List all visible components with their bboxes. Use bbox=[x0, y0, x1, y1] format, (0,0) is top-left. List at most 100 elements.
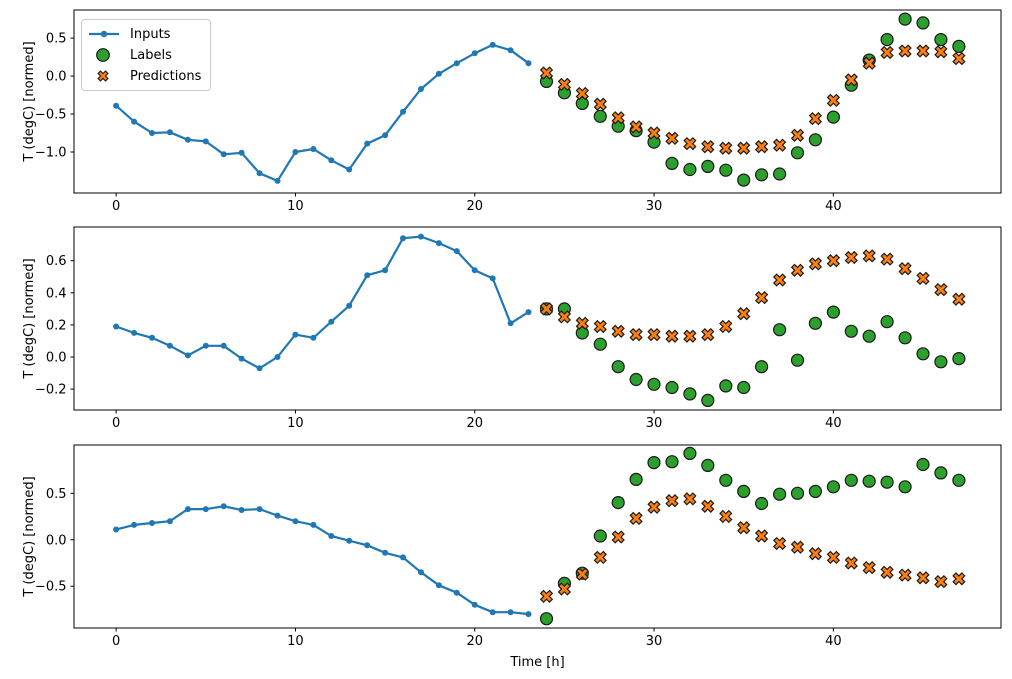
x-tick-label: 40 bbox=[825, 199, 842, 214]
axes-frame bbox=[73, 9, 1002, 194]
y-axis-label: T (degC) [normed] bbox=[22, 41, 37, 162]
predictions-point bbox=[719, 141, 733, 155]
labels-point bbox=[754, 168, 769, 182]
inputs-point bbox=[274, 354, 281, 360]
predictions-point bbox=[611, 324, 625, 338]
labels-point bbox=[593, 109, 607, 123]
inputs-point bbox=[166, 129, 173, 136]
labels-point bbox=[916, 347, 930, 361]
labels-point bbox=[826, 110, 841, 124]
predictions-point bbox=[575, 567, 589, 581]
y-tick-label: −1.0 bbox=[35, 145, 67, 160]
predictions-point bbox=[754, 529, 769, 543]
predictions-point bbox=[934, 574, 948, 589]
predictions-point bbox=[629, 120, 643, 134]
inputs-point bbox=[471, 50, 478, 57]
x-tick-label: 0 bbox=[112, 634, 120, 649]
labels-point bbox=[719, 163, 733, 177]
inputs-point bbox=[274, 177, 281, 184]
inputs-point bbox=[382, 267, 389, 274]
legend-item-predictions: Predictions bbox=[87, 67, 202, 85]
labels-marker-icon bbox=[96, 48, 110, 62]
legend-label-predictions: Predictions bbox=[130, 68, 202, 84]
inputs-point bbox=[471, 601, 478, 608]
labels-point bbox=[826, 305, 841, 319]
predictions-point bbox=[916, 571, 930, 585]
labels-point bbox=[701, 458, 715, 472]
x-tick-label: 0 bbox=[112, 416, 120, 431]
y-tick-label: 0.0 bbox=[46, 533, 67, 548]
labels-point bbox=[683, 387, 697, 401]
inputs-point bbox=[507, 47, 514, 54]
labels-point bbox=[898, 480, 912, 494]
predictions-point bbox=[647, 327, 661, 342]
labels-point bbox=[826, 480, 841, 494]
predictions-point bbox=[629, 327, 643, 342]
inputs-point bbox=[400, 554, 406, 561]
subplot-1: 0 10 20 30 40 0.5 0.0 −0.5 −1.0T (degC) [normed] bbox=[22, 9, 1002, 214]
predictions-point bbox=[593, 319, 607, 334]
inputs-point bbox=[364, 272, 371, 279]
predictions-point bbox=[880, 45, 894, 60]
labels-point bbox=[844, 324, 858, 338]
legend-label-labels: Labels bbox=[130, 47, 172, 63]
predictions-point bbox=[844, 250, 858, 265]
y-tick-label: 0.4 bbox=[46, 286, 67, 301]
predictions-point bbox=[790, 128, 805, 142]
predictions-marker-icon bbox=[97, 70, 109, 82]
inputs-point bbox=[418, 233, 424, 240]
predictions-point bbox=[539, 302, 554, 316]
x-tick-label: 30 bbox=[646, 416, 663, 431]
predictions-point bbox=[808, 547, 823, 561]
predictions-point bbox=[898, 262, 912, 276]
predictions-point bbox=[916, 44, 930, 58]
inputs-point bbox=[238, 507, 245, 513]
labels-point bbox=[952, 473, 966, 487]
predictions-point bbox=[754, 140, 769, 154]
inputs-line bbox=[115, 235, 530, 370]
inputs-point bbox=[364, 140, 371, 147]
inputs-point bbox=[184, 506, 191, 513]
predictions-point bbox=[916, 271, 930, 286]
labels-point bbox=[808, 316, 823, 330]
axes-frame bbox=[73, 444, 1002, 629]
predictions-point bbox=[772, 273, 787, 287]
labels-point bbox=[934, 32, 948, 47]
labels-point bbox=[790, 486, 805, 500]
labels-point bbox=[683, 446, 697, 460]
inputs-point bbox=[131, 521, 138, 528]
labels-point bbox=[665, 380, 679, 395]
labels-point bbox=[790, 146, 805, 160]
inputs-point bbox=[310, 521, 317, 528]
x-tick-label: 0 bbox=[112, 199, 120, 214]
labels-point bbox=[701, 393, 715, 407]
inputs-point bbox=[328, 533, 335, 539]
predictions-point bbox=[862, 56, 876, 70]
predictions-point bbox=[665, 131, 679, 145]
predictions-point bbox=[683, 492, 697, 506]
inputs-point bbox=[310, 146, 317, 152]
predictions-point bbox=[952, 51, 966, 66]
predictions-point bbox=[934, 282, 948, 297]
labels-point bbox=[790, 353, 805, 367]
y-tick-label: −0.5 bbox=[35, 108, 67, 123]
inputs-point bbox=[220, 342, 227, 349]
inputs-point bbox=[364, 542, 371, 549]
x-tick-label: 40 bbox=[825, 416, 842, 431]
inputs-point bbox=[131, 329, 138, 336]
predictions-point bbox=[754, 290, 769, 305]
predictions-point bbox=[701, 499, 715, 513]
predictions-point bbox=[539, 66, 554, 80]
labels-point bbox=[862, 474, 876, 488]
inputs-point bbox=[489, 275, 496, 282]
inputs-point bbox=[166, 518, 173, 525]
labels-point bbox=[719, 379, 733, 393]
predictions-point bbox=[557, 77, 572, 92]
predictions-point bbox=[880, 252, 894, 266]
inputs-point bbox=[310, 334, 317, 341]
predictions-point bbox=[647, 126, 661, 140]
labels-point bbox=[934, 355, 948, 369]
labels-point bbox=[737, 173, 751, 187]
predictions-point bbox=[575, 86, 589, 101]
